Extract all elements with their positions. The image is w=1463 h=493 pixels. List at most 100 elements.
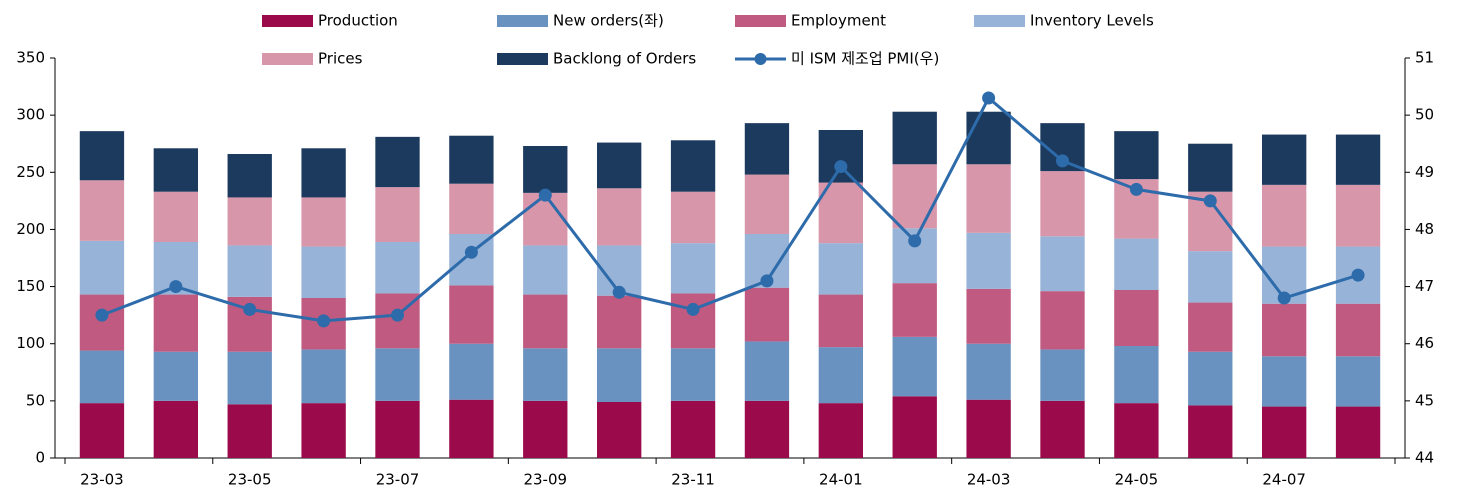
bar-segment xyxy=(375,348,420,401)
x-tick-label: 24-01 xyxy=(819,471,863,489)
bar-segment xyxy=(227,154,272,198)
y-tick-label: 350 xyxy=(16,49,45,67)
y-tick-label: 0 xyxy=(35,449,45,467)
bar-segment xyxy=(1188,351,1233,406)
bar-segment xyxy=(1114,290,1159,346)
legend-label: Prices xyxy=(318,50,363,68)
bar-segment xyxy=(1262,406,1307,458)
bar-segment xyxy=(1040,291,1085,350)
bar-segment xyxy=(227,197,272,246)
x-tick-label: 24-05 xyxy=(1115,471,1159,489)
bar-segment xyxy=(966,343,1011,400)
bar-segment xyxy=(523,294,568,349)
bar-segment xyxy=(301,197,346,247)
y2-tick-label: 47 xyxy=(1415,277,1434,295)
bar-segment xyxy=(1335,184,1381,247)
bar-segment xyxy=(1262,303,1307,357)
bar-segment xyxy=(79,180,125,241)
bar-segment xyxy=(892,283,937,337)
bar-segment xyxy=(818,403,863,458)
bar-segment xyxy=(1114,346,1159,404)
point xyxy=(1129,182,1143,196)
point xyxy=(169,280,183,294)
point xyxy=(1056,154,1069,168)
bar-segment xyxy=(1040,171,1085,237)
bar-segment xyxy=(375,242,420,294)
bar-segment xyxy=(892,164,937,229)
bar-segment xyxy=(153,294,198,352)
bar-segment xyxy=(670,243,716,294)
point xyxy=(95,308,109,322)
bar-segment xyxy=(153,191,198,242)
bar-segment xyxy=(597,348,642,402)
y2-tick-label: 45 xyxy=(1415,391,1434,409)
point xyxy=(243,302,257,316)
bar-segment xyxy=(449,399,494,458)
bar-segment xyxy=(1114,238,1159,290)
bar-segment xyxy=(523,400,568,458)
bar-segment xyxy=(1040,236,1085,292)
x-tick-label: 23-09 xyxy=(523,471,567,489)
bar-segment xyxy=(966,164,1011,233)
bar-segment xyxy=(301,349,346,404)
bar-segment xyxy=(892,111,937,165)
point xyxy=(1203,194,1217,208)
bar-segment xyxy=(1188,251,1233,303)
bar-segment xyxy=(153,351,198,401)
legend-label: Employment xyxy=(791,12,886,30)
bar-segment xyxy=(818,130,863,183)
x-tick-label: 23-11 xyxy=(671,471,715,489)
legend-swatch xyxy=(262,53,313,65)
legend-label: Production xyxy=(318,12,398,30)
legend-label: New orders(좌) xyxy=(553,12,664,30)
bar-segment xyxy=(966,111,1011,165)
bar-segment xyxy=(597,402,642,458)
bar-segment xyxy=(892,396,937,458)
point xyxy=(760,274,774,288)
bar-segment xyxy=(227,404,272,458)
legend-label: Inventory Levels xyxy=(1030,12,1154,30)
bar-segment xyxy=(523,348,568,401)
y-tick-label: 50 xyxy=(26,391,45,409)
bar-segment xyxy=(1262,184,1307,247)
bar-segment xyxy=(670,293,716,349)
bar-segment xyxy=(79,403,125,458)
bar-segment xyxy=(79,350,125,404)
point xyxy=(612,285,626,299)
bar-segment xyxy=(1262,356,1307,407)
bar-segment xyxy=(818,294,863,348)
x-tick-label: 23-05 xyxy=(228,471,272,489)
legend-swatch xyxy=(497,53,548,65)
bar-segment xyxy=(744,341,790,401)
bar-segment xyxy=(301,403,346,458)
bar-segment xyxy=(1335,134,1381,185)
y-tick-label: 200 xyxy=(16,220,45,238)
bar-segment xyxy=(523,245,568,295)
bar-segment xyxy=(744,123,790,175)
point xyxy=(982,91,996,105)
point xyxy=(538,188,552,202)
bar-segment xyxy=(375,400,420,458)
point xyxy=(317,314,331,328)
point xyxy=(1277,291,1291,305)
y2-tick-label: 49 xyxy=(1415,163,1434,181)
bar-segment xyxy=(744,174,790,234)
bar-segment xyxy=(79,294,125,351)
bar-segment xyxy=(1188,143,1233,192)
y2-tick-label: 48 xyxy=(1415,220,1434,238)
bar-segment xyxy=(744,400,790,458)
bar-segment xyxy=(449,343,494,400)
bar-segment xyxy=(449,285,494,344)
bar-segment xyxy=(1040,349,1085,401)
point xyxy=(1351,268,1365,282)
bar-segment xyxy=(227,351,272,405)
point xyxy=(908,234,922,248)
bar-segment xyxy=(670,348,716,401)
bar-segment xyxy=(818,182,863,244)
point xyxy=(464,245,478,259)
bar-segment xyxy=(670,400,716,458)
bar-segment xyxy=(301,246,346,298)
bar-segment xyxy=(744,287,790,342)
legend-label: 미 ISM 제조업 PMI(우) xyxy=(791,50,939,68)
bar-segment xyxy=(966,399,1011,458)
